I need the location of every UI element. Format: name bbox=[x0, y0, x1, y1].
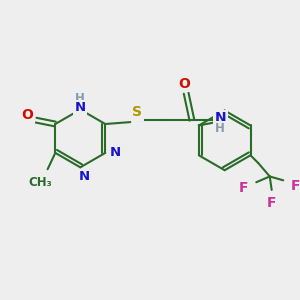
Text: O: O bbox=[22, 108, 33, 122]
Text: H: H bbox=[215, 122, 225, 135]
Text: N: N bbox=[215, 111, 226, 125]
Text: O: O bbox=[178, 76, 190, 91]
Text: CH₃: CH₃ bbox=[28, 176, 52, 189]
Text: N: N bbox=[110, 146, 121, 159]
Text: F: F bbox=[291, 179, 300, 193]
Text: F: F bbox=[267, 196, 276, 210]
Text: N: N bbox=[75, 101, 86, 114]
Text: S: S bbox=[132, 106, 142, 119]
Text: F: F bbox=[239, 181, 248, 195]
Text: H: H bbox=[75, 92, 85, 106]
Text: N: N bbox=[79, 170, 90, 183]
